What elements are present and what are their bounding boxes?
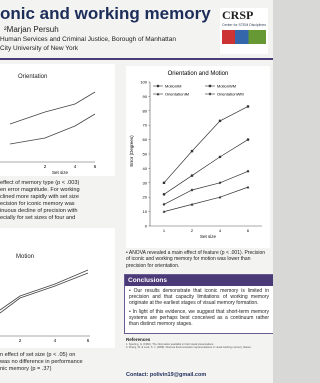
tick: 6	[94, 164, 97, 169]
marker	[247, 186, 250, 189]
text-line: effect of memory type (p < .003)	[0, 180, 118, 187]
marker	[191, 174, 194, 177]
y-tick-label: 0	[145, 224, 148, 229]
marker	[163, 203, 166, 206]
y-tick-label: 20	[143, 195, 148, 200]
x-label: Set size	[52, 170, 69, 175]
legend-label: OrientationWM	[217, 92, 244, 97]
chart2-box: Motion 2 4 6	[0, 228, 115, 348]
header-rule	[0, 58, 273, 60]
page: {"header": {"title": "onic and working m…	[0, 0, 320, 383]
anova-text: • ANOVA revealed a main effect of featur…	[126, 250, 270, 269]
logo: CRSP	[220, 8, 268, 23]
logo-box: CRSP Center for STEM Disciplines	[220, 8, 268, 54]
fragment-line	[10, 92, 95, 124]
text-block: effect of memory type (p < .003)en error…	[0, 180, 118, 222]
y-tick-label: 90	[143, 94, 148, 99]
body: onic and working memory ²Marjan Persuh H…	[0, 0, 273, 383]
series-line	[164, 106, 248, 182]
marker	[219, 181, 222, 184]
marker	[209, 85, 211, 87]
conclusion-item: • Our results demonstrate that iconic me…	[129, 288, 269, 306]
reference-item: 2. Zhang, W. & Luck, S. J. (2008). Discr…	[126, 346, 270, 349]
conclusions-heading: Conclusions	[125, 275, 273, 286]
marker	[247, 170, 250, 173]
series-line	[164, 171, 248, 204]
text-line: en error magnitude. For working	[0, 187, 118, 194]
contact: Contact: polivin19@gmail.com	[126, 372, 206, 378]
series-line	[164, 187, 248, 211]
marker	[157, 85, 160, 88]
tick: 6	[87, 338, 90, 343]
x-tick-label: 6	[247, 228, 250, 233]
legend-label: OrientationIM	[165, 92, 189, 97]
text-line: ecially for set sizes of four and	[0, 215, 118, 222]
y-tick-label: 30	[143, 180, 148, 185]
conclusion-item: • In light of this evidence, we suggest …	[129, 309, 269, 327]
text-line: was no difference in performance	[0, 359, 118, 366]
author: ²Marjan Persuh	[4, 25, 59, 34]
logo-icons	[222, 30, 266, 44]
chart: Orientation and Motion Error (Degrees) S…	[126, 66, 270, 248]
university: City University of New York	[0, 45, 78, 52]
x-label: Set size	[200, 234, 217, 239]
tick: 4	[74, 164, 77, 169]
legend-label: MotionWM	[217, 84, 236, 89]
chart1-box: Orientation 2 4 6 Set size	[0, 64, 115, 176]
x-tick-label: 2	[191, 228, 194, 233]
y-tick-label: 50	[143, 152, 148, 157]
affiliation: Human Services and Criminal Justice, Bor…	[0, 36, 215, 43]
chart2-drawing: 2 4 6	[0, 228, 115, 348]
y-tick-label: 100	[140, 80, 147, 85]
chart-title: Orientation and Motion	[168, 71, 229, 77]
text-line: inuous decline of precision with	[0, 208, 118, 215]
y-tick-label: 80	[143, 108, 148, 113]
y-label: Error (Degrees)	[129, 135, 134, 167]
text-line: ecision for iconic memory was	[0, 201, 118, 208]
text-line: nic memory (p = .37)	[0, 366, 118, 373]
chart-box: Orientation and Motion Error (Degrees) S…	[126, 66, 270, 248]
marker	[163, 193, 166, 196]
marker	[247, 105, 249, 107]
conclusions-box: Conclusions • Our results demonstrate th…	[124, 274, 273, 334]
references-heading: References	[126, 337, 270, 342]
marker	[209, 92, 212, 95]
title: onic and working memory	[0, 4, 211, 24]
marker	[191, 188, 194, 191]
x-tick-label: 1	[163, 228, 166, 233]
marker	[219, 120, 221, 122]
marker	[247, 138, 250, 141]
y-tick-label: 70	[143, 123, 148, 128]
poster: onic and working memory ²Marjan Persuh H…	[0, 0, 273, 383]
y-tick-label: 40	[143, 166, 148, 171]
text-line: clined more rapidly with set size	[0, 194, 118, 201]
chart1-drawing: 2 4 6 Set size	[0, 64, 115, 176]
tick: 2	[19, 338, 22, 343]
references-list: 1. Sperling, G. (1960). The information …	[126, 343, 270, 350]
fragment-line	[10, 114, 95, 144]
logo-sub: Center for STEM Disciplines	[220, 23, 268, 27]
y-tick-label: 10	[143, 209, 148, 214]
x-tick-label: 4	[219, 228, 222, 233]
legend-label: MotionIM	[165, 84, 181, 89]
marker	[219, 156, 222, 159]
tick: 2	[44, 164, 47, 169]
text-line: n effect of set size (p < .05) on	[0, 352, 118, 359]
marker	[191, 150, 193, 152]
conclusions-list: • Our results demonstrate that iconic me…	[125, 286, 273, 332]
marker	[163, 182, 165, 184]
fragment-line	[0, 273, 88, 313]
y-tick-label: 60	[143, 137, 148, 142]
tick: 4	[54, 338, 57, 343]
